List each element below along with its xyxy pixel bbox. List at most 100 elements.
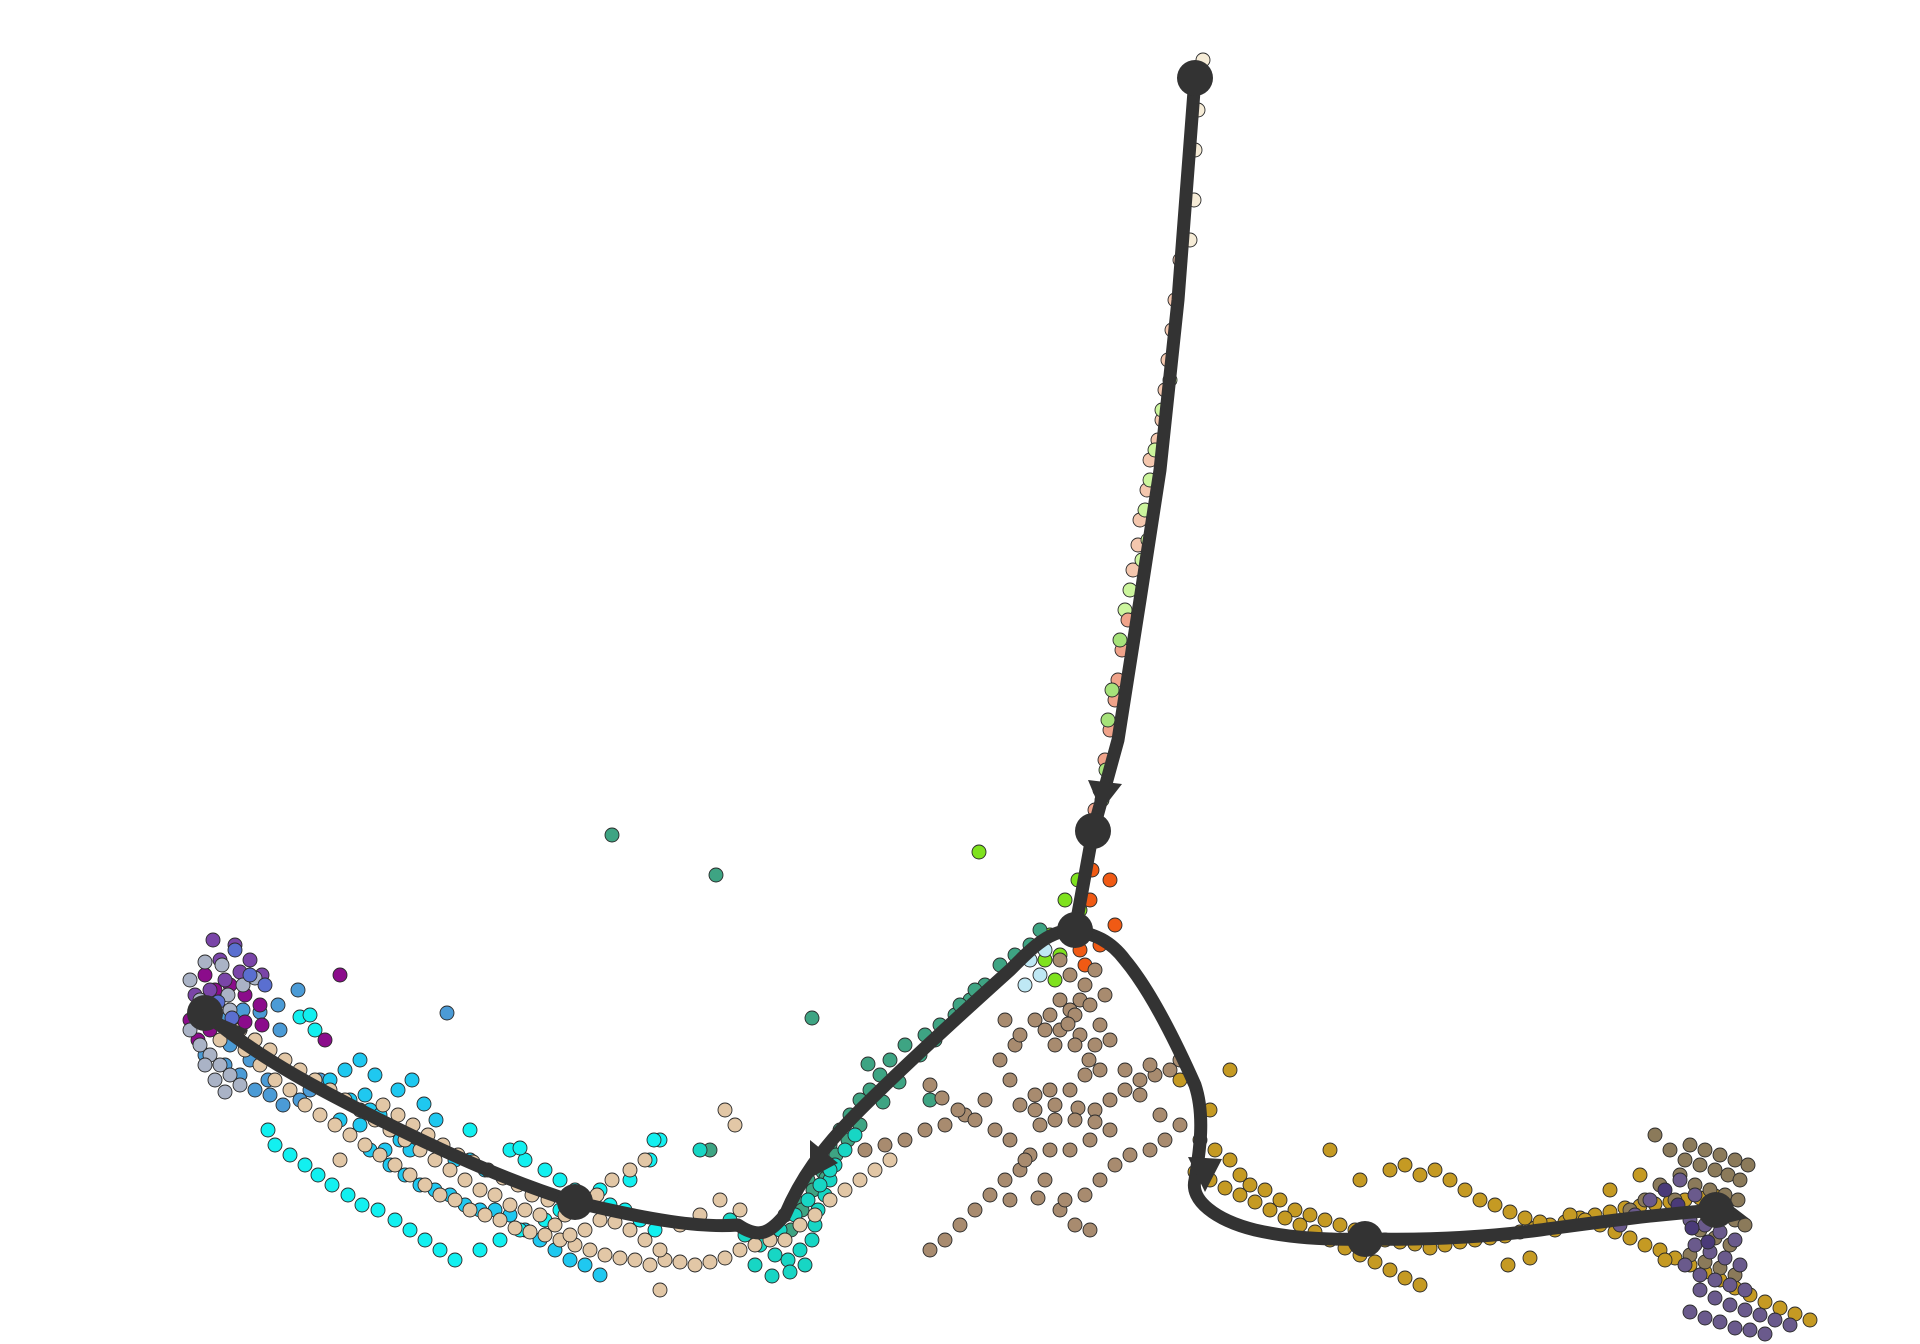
cell-point xyxy=(1707,1272,1723,1288)
cell-point xyxy=(1442,1172,1458,1188)
cell-point xyxy=(612,1250,628,1266)
cell-point xyxy=(1132,1072,1148,1088)
cell-point xyxy=(337,1062,353,1078)
arrow-left-branch xyxy=(810,1140,838,1178)
cell-point xyxy=(370,1202,386,1218)
cell-point xyxy=(1732,1257,1748,1273)
cell-point xyxy=(217,972,233,988)
cell-point xyxy=(1737,1217,1753,1233)
cell-point xyxy=(297,1097,313,1113)
cell-point xyxy=(222,1067,238,1083)
cell-point xyxy=(822,1192,838,1208)
cell-point xyxy=(1087,962,1103,978)
cell-point xyxy=(1047,1097,1063,1113)
cell-point xyxy=(1207,1142,1223,1158)
cell-point xyxy=(372,1147,388,1163)
cell-point xyxy=(302,1007,318,1023)
cell-point xyxy=(652,1242,668,1258)
cell-point xyxy=(1242,1177,1258,1193)
cell-point xyxy=(950,1102,966,1118)
cell-point xyxy=(1027,1012,1043,1028)
cell-point xyxy=(717,1250,733,1266)
cell-point xyxy=(1352,1172,1368,1188)
cell-point xyxy=(764,1268,780,1284)
cell-point xyxy=(1317,1212,1333,1228)
cell-point xyxy=(1037,1022,1053,1038)
cell-point xyxy=(1062,1082,1078,1098)
cell-point xyxy=(1232,1167,1248,1183)
cell-point xyxy=(267,1072,283,1088)
cell-point xyxy=(1742,1322,1758,1338)
cell-point xyxy=(937,1117,953,1133)
trajectory-edge-right xyxy=(1068,923,1723,1246)
cell-point xyxy=(1097,987,1113,1003)
cell-point xyxy=(1092,1062,1108,1078)
cell-point xyxy=(492,1212,508,1228)
cell-point xyxy=(290,982,306,998)
cell-point xyxy=(1012,1097,1028,1113)
cell-point xyxy=(205,932,221,948)
cell-point xyxy=(1602,1182,1618,1198)
cell-point xyxy=(997,1012,1013,1028)
cell-point xyxy=(1722,1277,1738,1293)
cell-point xyxy=(275,1097,291,1113)
cell-point xyxy=(417,1232,433,1248)
cell-point xyxy=(637,1152,653,1168)
cell-point xyxy=(1427,1162,1443,1178)
cell-point xyxy=(477,1207,493,1223)
cell-point xyxy=(1730,1192,1746,1208)
cell-point xyxy=(1642,1192,1658,1208)
cell-point xyxy=(512,1140,528,1156)
cell-point xyxy=(532,1207,548,1223)
cell-point xyxy=(1122,1147,1138,1163)
cell-point xyxy=(1030,1190,1046,1206)
cell-point xyxy=(804,1010,820,1026)
cell-point xyxy=(1707,1162,1723,1178)
cell-point xyxy=(212,1057,228,1073)
cell-point xyxy=(416,1096,432,1112)
cell-point xyxy=(1682,1137,1698,1153)
cell-point xyxy=(652,1282,668,1298)
cell-point xyxy=(792,1242,808,1258)
cell-point xyxy=(1692,1157,1708,1173)
cell-point xyxy=(1107,1157,1123,1173)
cell-point xyxy=(1700,1234,1716,1250)
cell-point xyxy=(1757,1326,1773,1342)
cell-point xyxy=(672,1254,688,1270)
cell-point xyxy=(807,1207,823,1223)
cell-point xyxy=(242,967,258,983)
cell-point xyxy=(1382,1162,1398,1178)
cell-point xyxy=(1081,1052,1097,1068)
cell-point xyxy=(1500,1257,1516,1273)
trajectory-node xyxy=(1177,60,1213,96)
cell-point xyxy=(214,957,230,973)
cell-point xyxy=(604,827,620,843)
cell-point xyxy=(1332,1217,1348,1233)
cell-point xyxy=(562,1252,578,1268)
cell-point xyxy=(1102,1032,1118,1048)
cell-point xyxy=(1092,1017,1108,1033)
cell-point xyxy=(227,942,243,958)
cell-point xyxy=(604,1172,620,1188)
cell-point xyxy=(1412,1277,1428,1293)
cell-point xyxy=(1684,1220,1700,1236)
cell-point xyxy=(272,1022,288,1038)
cell-point xyxy=(1677,1257,1693,1273)
cell-point xyxy=(1662,1142,1678,1158)
cell-point xyxy=(357,1087,373,1103)
cell-point xyxy=(312,1107,328,1123)
trajectory-nodes xyxy=(187,60,1734,1257)
cell-point xyxy=(1057,892,1073,908)
cell-point xyxy=(1732,1172,1748,1188)
cell-point xyxy=(1412,1167,1428,1183)
cell-point xyxy=(1047,1112,1063,1128)
cell-point xyxy=(922,1242,938,1258)
cell-point xyxy=(354,1197,370,1213)
cell-point xyxy=(1082,1222,1098,1238)
cell-point xyxy=(1257,1182,1273,1198)
cell-point xyxy=(1522,1250,1538,1266)
cell-point xyxy=(1222,1062,1238,1078)
cell-point xyxy=(837,1142,853,1158)
cell-point xyxy=(207,1072,223,1088)
cell-point xyxy=(402,1167,418,1183)
